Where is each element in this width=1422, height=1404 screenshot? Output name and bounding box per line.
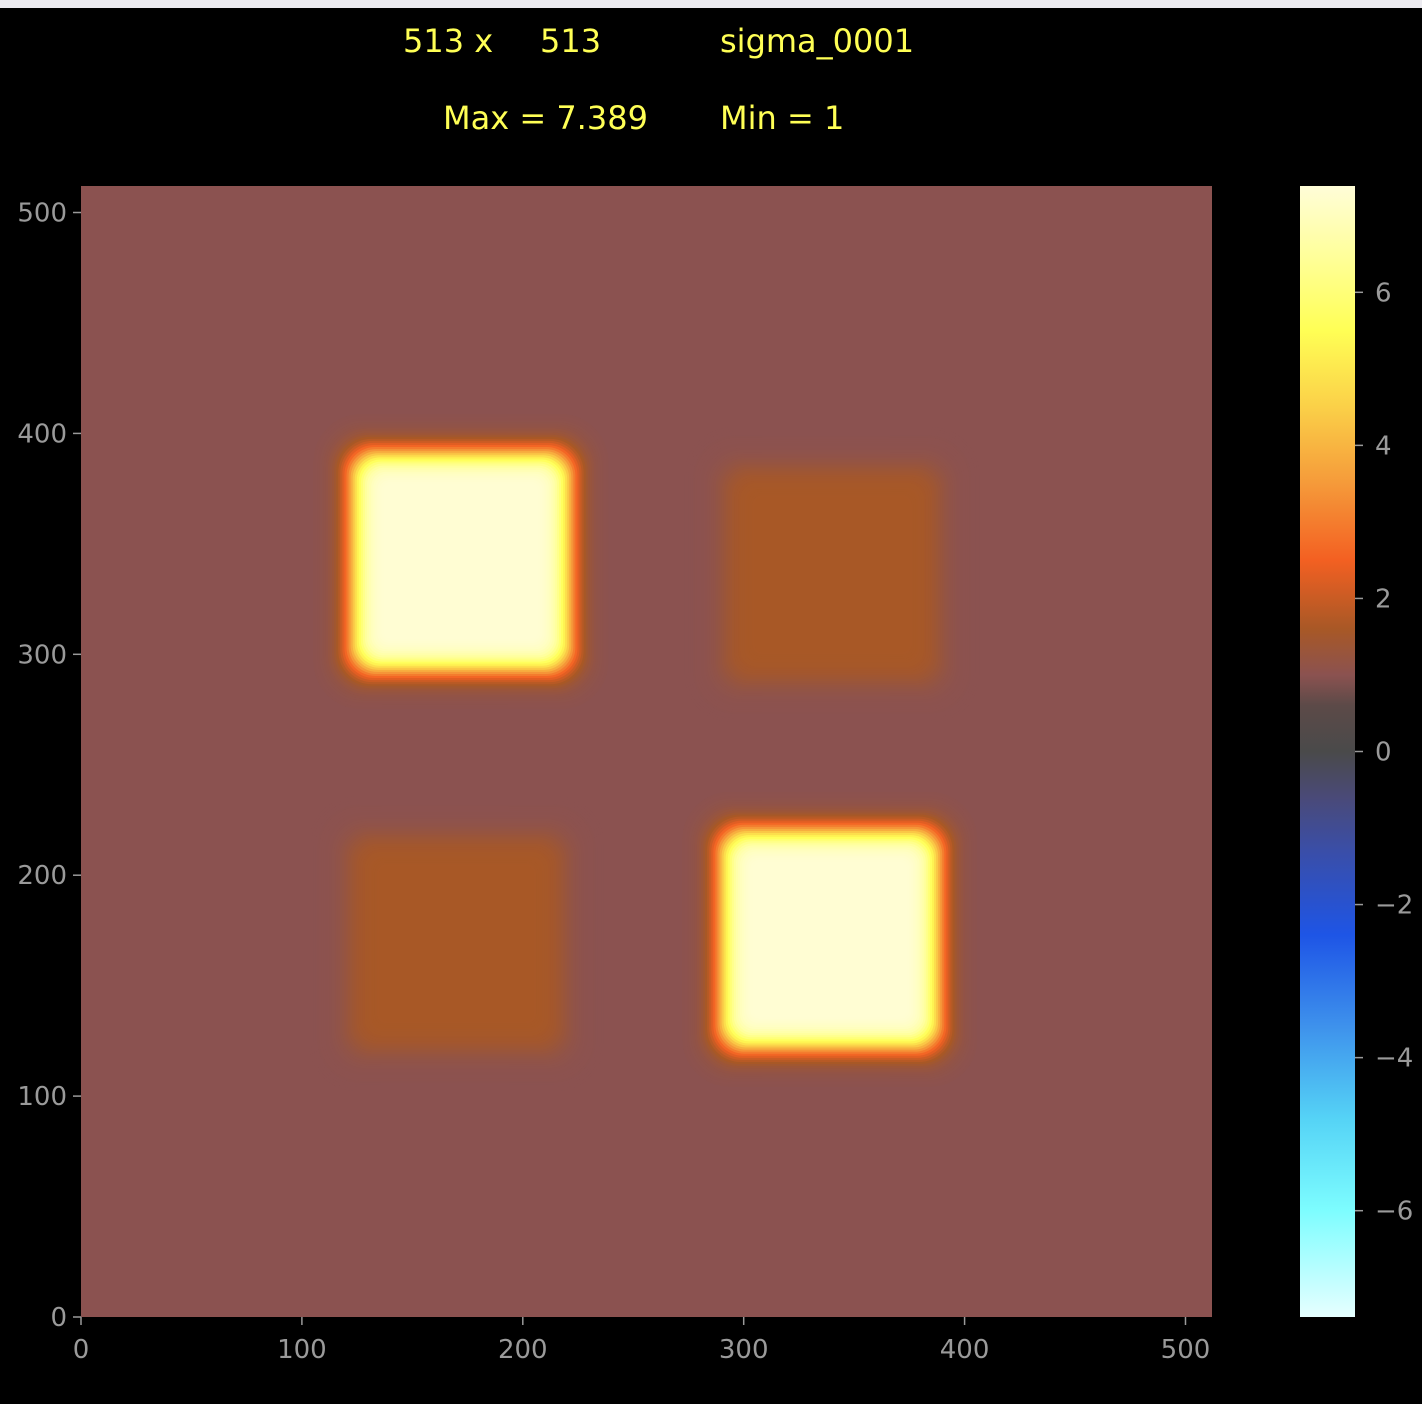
min-value: Min = 1: [720, 99, 845, 137]
colorbar-gradient: [1300, 186, 1355, 1317]
window-top-strip: [0, 0, 1422, 8]
plateau-lower-left: [309, 796, 604, 1092]
max-value: Max = 7.389: [443, 99, 648, 137]
y-tick-label: 0: [50, 1303, 67, 1333]
colorbar-tick-label: 2: [1375, 584, 1392, 614]
peak-lower-right-level: [752, 861, 908, 1017]
grid-dims-y: 513: [540, 22, 602, 60]
field-name: sigma_0001: [720, 22, 915, 60]
peak-upper-left-level: [383, 484, 539, 639]
y-tick-label: 200: [17, 861, 67, 891]
y-tick-label: 400: [17, 419, 67, 449]
x-tick-label: 400: [940, 1335, 990, 1365]
colorbar: 6 4 2 0 −2 −4 −6: [1300, 186, 1413, 1317]
y-tick-label: 500: [17, 199, 67, 229]
colorbar-tick-label: 4: [1375, 431, 1392, 461]
x-tick-label: 300: [719, 1335, 769, 1365]
x-tick-label: 0: [73, 1335, 90, 1365]
plot-area: [81, 186, 1212, 1317]
colorbar-tick-label: −6: [1375, 1197, 1413, 1227]
colorbar-tick-label: −2: [1375, 891, 1413, 921]
y-tick-label: 300: [17, 640, 67, 670]
plateau-lower-left-level: [379, 866, 534, 1022]
colorbar-tick-label: 0: [1375, 738, 1392, 768]
x-tick-label: 200: [498, 1335, 548, 1365]
x-tick-label: 100: [277, 1335, 327, 1365]
colorbar-tick-label: 6: [1375, 278, 1392, 308]
x-tick-label: 500: [1161, 1335, 1211, 1365]
plateau-upper-right-level: [754, 497, 910, 653]
grid-dims-x: 513 x: [403, 22, 494, 60]
y-tick-label: 100: [17, 1082, 67, 1112]
peak-lower-right: [682, 791, 978, 1087]
heatmap-background: [81, 186, 1212, 1317]
plateau-upper-right: [684, 427, 980, 723]
axes: 0 100 200 300 400 500 0 100 200 300 400 500: [17, 199, 1210, 1365]
colorbar-tick-label: −4: [1375, 1044, 1413, 1074]
peak-upper-left: [313, 414, 609, 709]
